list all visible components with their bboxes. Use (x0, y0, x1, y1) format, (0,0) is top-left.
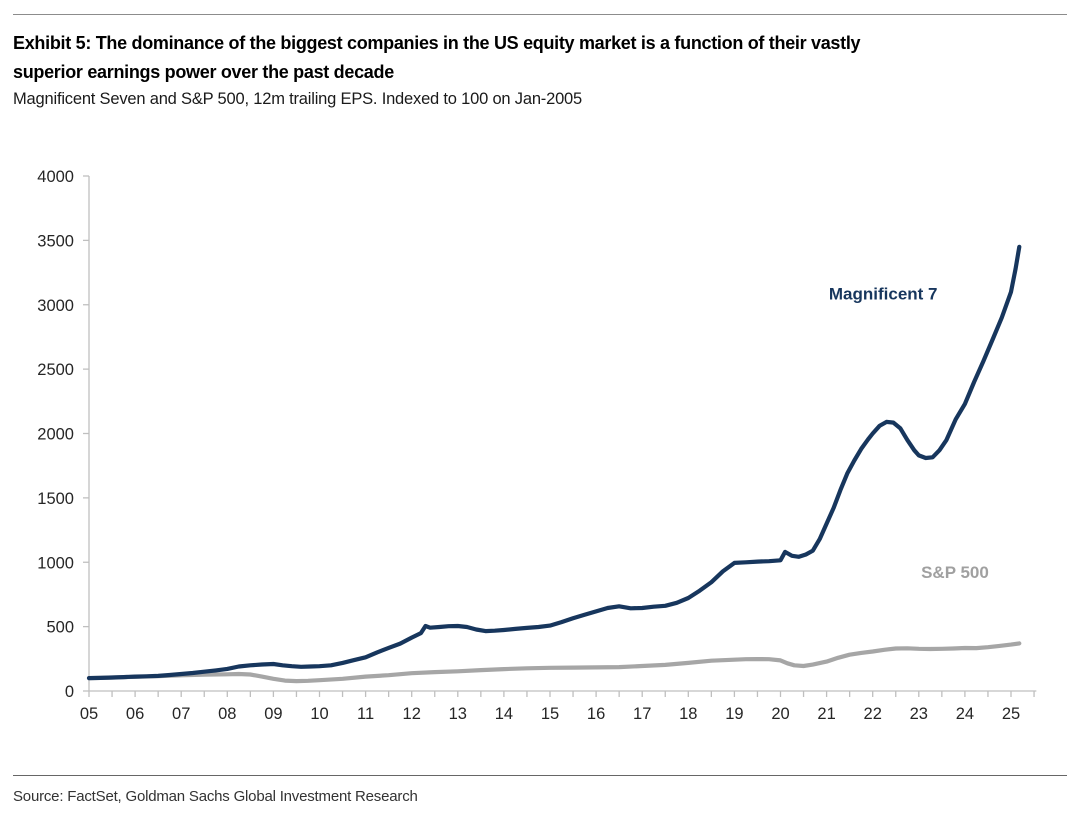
x-tick-label: 11 (357, 705, 374, 723)
x-tick-label: 05 (80, 705, 98, 723)
exhibit-title: Exhibit 5: The dominance of the biggest … (13, 29, 1028, 87)
chart-subtitle: Magnificent Seven and S&P 500, 12m trail… (13, 90, 583, 108)
x-tick-label: 24 (956, 705, 974, 723)
y-tick-label: 2000 (37, 426, 74, 444)
x-tick-label: 15 (541, 705, 559, 723)
x-tick-label: 20 (771, 705, 789, 723)
x-tick-label: 19 (725, 705, 743, 723)
x-tick-label: 06 (126, 705, 144, 723)
x-ticks (88, 691, 1035, 697)
y-ticks-and-labels: 0 500 1000 1500 2000 2500 3000 3500 4000 (37, 168, 89, 701)
eps-chart: 0 500 1000 1500 2000 2500 3000 3500 4000 05 06 07 08… (0, 155, 1080, 755)
y-tick-label: 1500 (37, 490, 74, 508)
x-tick-label: 08 (218, 705, 236, 723)
x-tick-label: 25 (1002, 705, 1020, 723)
series-line-magnificent-7 (86, 244, 1022, 681)
x-tick-label: 18 (679, 705, 697, 723)
series-label-s-p-500: S&P 500 (921, 563, 989, 582)
x-tick-label: 16 (587, 705, 605, 723)
x-tick-label: 09 (264, 705, 282, 723)
series-line-s-p-500 (86, 641, 1022, 684)
y-tick-label: 4000 (37, 168, 74, 186)
y-tick-label: 3500 (37, 232, 74, 250)
x-tick-label: 10 (310, 705, 328, 723)
eps-chart-svg: 0 500 1000 1500 2000 2500 3000 3500 4000 05 06 07 08… (37, 168, 1037, 723)
x-tick-label: 23 (910, 705, 928, 723)
x-tick-label: 12 (403, 705, 421, 723)
bottom-rule (13, 775, 1067, 776)
y-tick-label: 0 (65, 683, 74, 701)
x-tick-label: 13 (449, 705, 467, 723)
top-rule (13, 14, 1067, 15)
x-tick-label: 14 (495, 705, 513, 723)
x-tick-label: 17 (633, 705, 651, 723)
y-tick-label: 1000 (37, 554, 74, 572)
x-tick-label: 22 (864, 705, 882, 723)
y-tick-label: 500 (46, 619, 74, 637)
source-text: Source: FactSet, Goldman Sachs Global In… (13, 788, 418, 805)
series-label-magnificent-7: Magnificent 7 (829, 285, 938, 304)
exhibit-title-line1: Exhibit 5: The dominance of the biggest … (13, 33, 861, 53)
y-tick-label: 3000 (37, 297, 74, 315)
x-tick-label: 07 (172, 705, 190, 723)
exhibit-title-line2: superior earnings power over the past de… (13, 62, 394, 82)
x-tick-labels: 05 06 07 08 09 10 11 12 13 14 15 16 17 18 19 20 21 22 23 24… (80, 705, 1020, 723)
x-tick-label: 21 (817, 705, 835, 723)
y-tick-label: 2500 (37, 361, 74, 379)
